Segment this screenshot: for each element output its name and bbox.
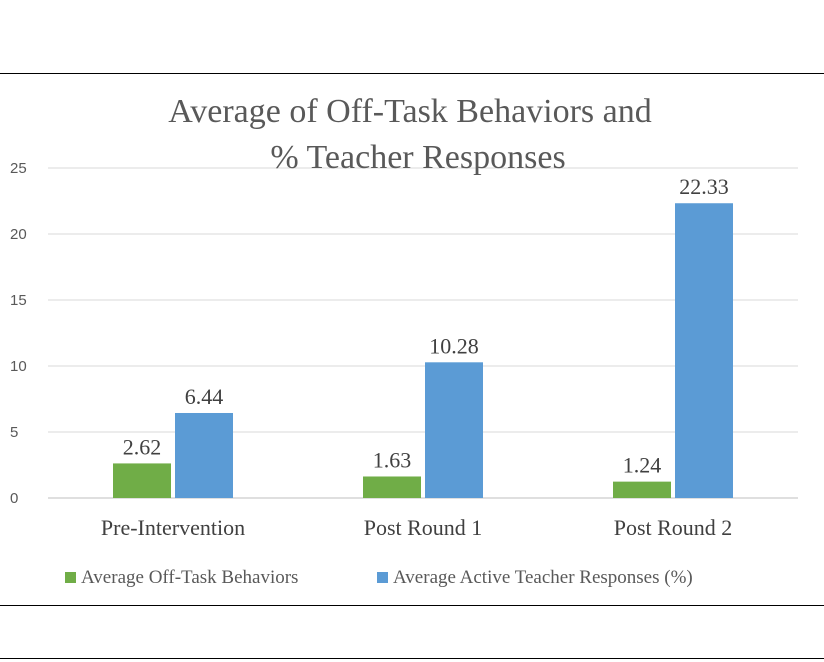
- chart-title-line-2: % Teacher Responses: [270, 139, 565, 176]
- data-label: 6.44: [185, 384, 224, 409]
- data-label: 1.24: [623, 453, 662, 478]
- bar-teacher-responses: [675, 203, 733, 498]
- legend-label-off-task: Average Off-Task Behaviors: [81, 567, 298, 588]
- data-labels: 2.62 6.44 1.63 10.28 1.24 22.33: [123, 174, 729, 477]
- bar-off-task: [363, 476, 421, 498]
- y-tick-label: 25: [10, 160, 27, 177]
- x-category-label: Post Round 2: [614, 515, 733, 540]
- x-axis-categories: Pre-Intervention Post Round 1 Post Round 2: [101, 515, 732, 540]
- y-tick-label: 0: [10, 490, 18, 507]
- bar-off-task: [113, 463, 171, 498]
- legend-label-teacher-responses: Average Active Teacher Responses (%): [393, 567, 693, 588]
- data-label: 10.28: [429, 333, 479, 358]
- y-axis-ticks: 0 5 10 15 20 25: [10, 160, 27, 507]
- data-label: 22.33: [679, 174, 729, 199]
- chart-title: Average of Off-Task Behaviors and % Teac…: [168, 93, 652, 176]
- bottom-rule: [0, 605, 824, 606]
- bar-off-task: [613, 481, 671, 498]
- y-tick-label: 10: [10, 358, 27, 375]
- legend-swatch-teacher-responses: [377, 572, 388, 583]
- footer-rule: [0, 658, 824, 659]
- y-tick-label: 5: [10, 424, 18, 441]
- legend: Average Off-Task Behaviors Average Activ…: [65, 567, 693, 588]
- y-tick-label: 15: [10, 292, 27, 309]
- top-rule: [0, 73, 824, 74]
- bar-teacher-responses: [425, 362, 483, 498]
- data-label: 1.63: [373, 447, 412, 472]
- bar-teacher-responses: [175, 412, 233, 498]
- y-tick-label: 20: [10, 226, 27, 243]
- chart-title-line-1: Average of Off-Task Behaviors and: [168, 93, 652, 130]
- legend-swatch-off-task: [65, 572, 76, 583]
- gridlines: [48, 167, 798, 499]
- bars: [113, 203, 733, 498]
- data-label: 2.62: [123, 434, 162, 459]
- x-category-label: Post Round 1: [364, 515, 483, 540]
- x-category-label: Pre-Intervention: [101, 515, 245, 540]
